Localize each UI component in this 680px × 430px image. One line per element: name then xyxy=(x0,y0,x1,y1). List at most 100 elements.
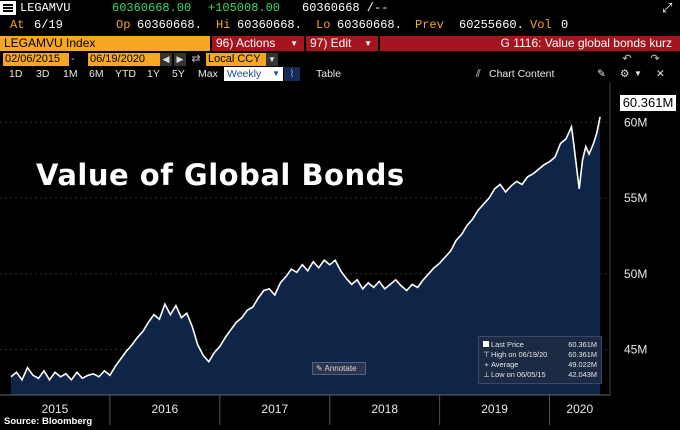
currency-label: Local CCY xyxy=(208,53,261,65)
edit-label: 97) Edit xyxy=(310,36,352,50)
date-row: 02/06/2015 - 06/19/2020 ◀ ▶ ⇄ Local CCY … xyxy=(0,53,680,66)
legend-average: + Average 49.022M xyxy=(483,360,597,369)
low-label: Lo xyxy=(316,18,331,32)
y-tick-label: 45M xyxy=(624,343,647,357)
chevron-down-icon[interactable]: ▼ xyxy=(634,69,642,78)
range-1d[interactable]: 1D xyxy=(9,68,23,80)
frequency-select[interactable]: Weekly ▼ xyxy=(224,67,283,81)
actions-menu[interactable]: 96) Actions ▼ xyxy=(212,36,304,51)
price-line xyxy=(10,116,601,382)
x-tick-label: 2016 xyxy=(152,402,179,416)
ticker-row: LEGAMVU 60360668.00 +105008.00 60360668 … xyxy=(0,0,680,17)
x-tick-label: 2015 xyxy=(42,402,69,416)
high-label: Hi xyxy=(216,18,231,32)
open-value: 60360668. xyxy=(137,18,202,32)
frequency-label: Weekly xyxy=(227,68,262,80)
legend-high: ⊤ High on 06/19/20 60.361M xyxy=(483,350,597,359)
at-value: 6/19 xyxy=(34,18,63,32)
annotate-label: Annotate xyxy=(324,364,357,373)
last-value-label: 60.361M xyxy=(620,95,676,111)
page-title: G 1116: Value global bonds kurz xyxy=(500,36,672,50)
legend-last-price: Last Price 60.361M xyxy=(483,340,597,349)
legend-value: 49.022M xyxy=(568,360,597,369)
legend-box: Last Price 60.361M ⊤ High on 06/19/20 60… xyxy=(478,336,602,384)
x-tick-label: 2019 xyxy=(481,402,508,416)
vol-value: 0 xyxy=(561,18,569,32)
range-6m[interactable]: 6M xyxy=(89,68,104,80)
chevron-down-icon: ▼ xyxy=(364,39,372,48)
price-change: +105008.00 xyxy=(208,1,281,15)
detail-row: At 6/19 Op 60360668. Hi 60360668. Lo 603… xyxy=(0,17,680,34)
security-field[interactable]: LEGAMVU Index xyxy=(0,36,210,51)
high-marker-icon: ⊤ xyxy=(483,350,490,359)
security-toolbar: LEGAMVU Index 96) Actions ▼ 97) Edit ▼ G… xyxy=(0,36,680,51)
y-tick-label: 50M xyxy=(624,267,647,281)
source-note: Source: Bloomberg xyxy=(4,416,93,427)
security-field-label: LEGAMVU Index xyxy=(4,36,96,50)
low-marker-icon: ⊥ xyxy=(483,370,490,379)
legend-low: ⊥ Low on 06/05/15 42.043M xyxy=(483,370,597,379)
redo-icon[interactable]: ↷ xyxy=(650,53,660,65)
low-value: 60360668. xyxy=(337,18,402,32)
legend-label: Average xyxy=(491,360,519,369)
range-ytd[interactable]: YTD xyxy=(115,68,136,80)
end-date-input[interactable]: 06/19/2020 xyxy=(88,53,160,66)
vol-label: Vol xyxy=(530,18,552,32)
undo-icon[interactable]: ↶ xyxy=(622,53,632,65)
range-1y[interactable]: 1Y xyxy=(147,68,160,80)
annotate-button[interactable]: ✎ Annotate xyxy=(312,362,366,375)
y-tick-label: 60M xyxy=(624,115,647,129)
chevron-down-icon: ▼ xyxy=(290,39,298,48)
y-tick-label: 55M xyxy=(624,191,647,205)
at-label: At xyxy=(10,18,25,32)
x-tick-label: 2020 xyxy=(566,402,593,416)
range-5y[interactable]: 5Y xyxy=(172,68,185,80)
x-axis: 2015 2016 2017 2018 2019 2020 xyxy=(42,395,593,425)
open-label: Op xyxy=(116,18,131,32)
range-toolbar: 1D 3D 1M 6M YTD 1Y 5Y Max Weekly ▼ ⌇ Tab… xyxy=(0,67,680,81)
edit-chart-icon[interactable]: ✎ xyxy=(597,68,606,80)
last-price: 60360668.00 xyxy=(112,1,192,15)
currency-select[interactable]: Local CCY xyxy=(206,53,266,66)
chart-title: Value of Global Bonds xyxy=(36,158,405,192)
sync-icon[interactable]: ⇄ xyxy=(191,53,201,65)
date-separator: - xyxy=(71,53,75,65)
legend-value: 42.043M xyxy=(568,370,597,379)
legend-swatch xyxy=(483,341,489,347)
legend-label: Low on 06/05/15 xyxy=(491,370,546,379)
start-date-input[interactable]: 02/06/2015 xyxy=(3,53,69,66)
x-tick-label: 2018 xyxy=(371,402,398,416)
chevron-down-icon: ▼ xyxy=(272,69,280,78)
prev-period-icon[interactable]: ◀ xyxy=(160,53,172,66)
range-max[interactable]: Max xyxy=(198,68,218,80)
chart-content-icon[interactable]: ⫽ xyxy=(476,68,481,80)
expand-icon[interactable]: ⤢ xyxy=(662,1,673,16)
close-icon[interactable]: ✕ xyxy=(656,68,665,80)
line-chart-icon[interactable]: ⌇ xyxy=(284,67,300,81)
area-fill xyxy=(11,116,601,396)
legend-label: Last Price xyxy=(491,340,524,349)
page-title-bar: G 1116: Value global bonds kurz xyxy=(380,36,680,51)
legend-value: 60.361M xyxy=(568,340,597,349)
menu-icon[interactable] xyxy=(0,1,16,15)
ticker-symbol[interactable]: LEGAMVU xyxy=(20,1,71,15)
prev-value: 60255660. xyxy=(459,18,524,32)
chevron-down-icon[interactable]: ▼ xyxy=(266,53,278,66)
next-period-icon[interactable]: ▶ xyxy=(174,53,186,66)
actions-label: 96) Actions xyxy=(216,36,276,50)
prev-label: Prev xyxy=(415,18,444,32)
quote-value: 60360668 /-- xyxy=(302,1,389,15)
high-value: 60360668. xyxy=(237,18,302,32)
x-tick-label: 2017 xyxy=(261,402,288,416)
table-button[interactable]: Table xyxy=(316,68,342,80)
range-3d[interactable]: 3D xyxy=(36,68,50,80)
legend-value: 60.361M xyxy=(568,350,597,359)
y-axis: 45M 50M 55M 60M xyxy=(624,115,647,356)
chart-content-button[interactable]: Chart Content xyxy=(489,68,555,80)
average-marker-icon: + xyxy=(484,360,489,369)
legend-label: High on 06/19/20 xyxy=(491,350,548,359)
annotate-icon: ✎ xyxy=(316,364,323,373)
settings-icon[interactable]: ⚙ xyxy=(620,68,630,80)
range-1m[interactable]: 1M xyxy=(63,68,78,80)
edit-menu[interactable]: 97) Edit ▼ xyxy=(306,36,378,51)
